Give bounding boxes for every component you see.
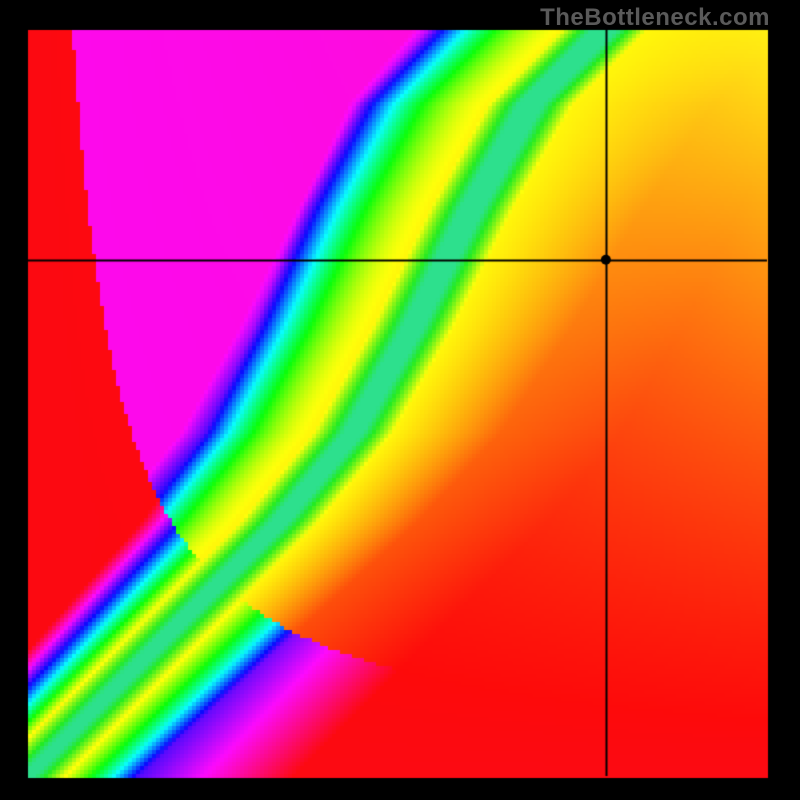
heatmap-canvas — [0, 0, 800, 800]
chart-container: TheBottleneck.com — [0, 0, 800, 800]
watermark-text: TheBottleneck.com — [540, 4, 770, 32]
